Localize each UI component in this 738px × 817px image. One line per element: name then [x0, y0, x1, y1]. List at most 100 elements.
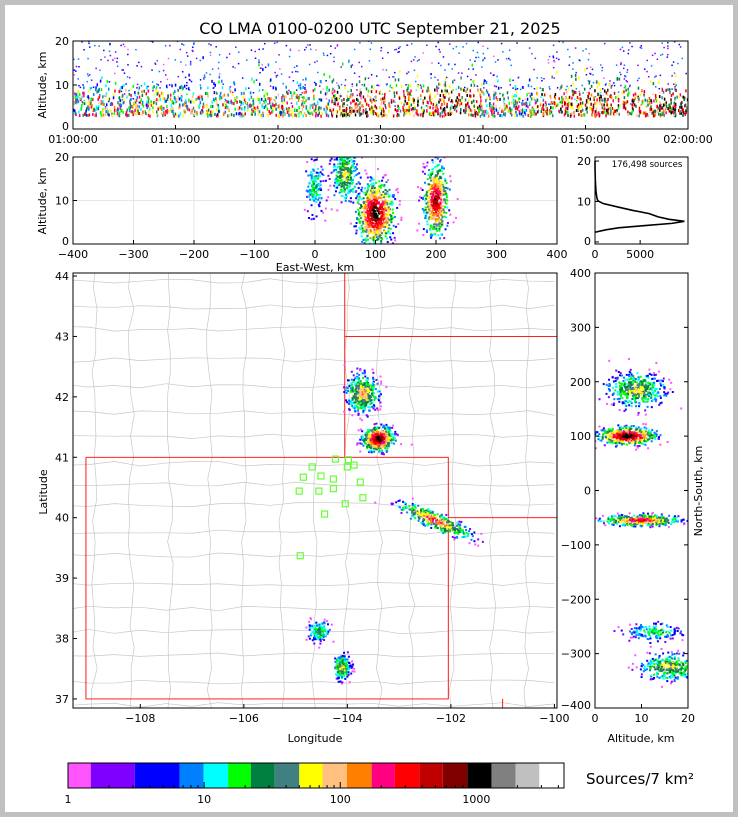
source-point [370, 236, 373, 239]
source-point [90, 100, 92, 104]
source-point [295, 89, 298, 91]
source-point [638, 77, 640, 80]
source-point [673, 41, 676, 43]
source-point [443, 215, 446, 218]
source-point [455, 105, 458, 109]
source-point [349, 383, 352, 386]
source-point [205, 105, 208, 109]
source-point [344, 167, 347, 170]
source-point [140, 107, 142, 111]
source-point [353, 225, 356, 228]
source-point [492, 110, 495, 114]
source-point [347, 189, 350, 192]
source-point [375, 199, 378, 202]
source-point [240, 104, 242, 106]
source-point [349, 402, 352, 405]
source-point [548, 103, 551, 106]
source-point [166, 111, 168, 115]
source-point [542, 105, 544, 109]
source-point [485, 81, 488, 85]
source-point [599, 88, 602, 92]
source-point [240, 112, 243, 116]
source-point [213, 91, 216, 95]
source-point [186, 84, 188, 87]
source-point [465, 90, 467, 94]
source-point [367, 89, 370, 93]
source-point [170, 107, 172, 111]
source-point [617, 99, 620, 103]
source-point [425, 230, 428, 233]
source-point [536, 86, 538, 90]
source-point [443, 191, 446, 194]
source-point [267, 114, 269, 118]
source-point [357, 402, 360, 405]
source-point [169, 93, 172, 97]
source-point [310, 204, 313, 207]
source-point [138, 61, 140, 64]
source-point [353, 48, 356, 51]
source-point [103, 49, 105, 52]
source-point [152, 105, 154, 109]
source-point [237, 106, 240, 110]
source-point [589, 72, 591, 75]
source-point [147, 104, 149, 108]
source-point [153, 100, 155, 104]
source-point [361, 403, 364, 406]
x-tick-label: 01:10:00 [151, 133, 200, 146]
source-point [135, 98, 138, 102]
source-point [330, 208, 333, 211]
source-point [315, 184, 318, 187]
source-point [285, 85, 287, 89]
source-point [587, 58, 590, 61]
source-point [317, 172, 320, 175]
source-point [311, 111, 313, 115]
source-point [240, 100, 243, 104]
source-point [442, 93, 445, 97]
source-point [347, 112, 350, 116]
source-point [423, 199, 426, 202]
source-point [330, 110, 333, 114]
eastwest-altitude-panel [72, 156, 558, 245]
source-point [246, 59, 248, 61]
source-point [433, 217, 436, 220]
source-point [364, 215, 367, 218]
source-point [316, 188, 319, 191]
source-point [443, 199, 446, 202]
source-point [569, 105, 572, 109]
source-point [300, 100, 303, 103]
source-point [341, 189, 344, 192]
source-point [311, 193, 314, 196]
source-point [416, 60, 419, 62]
source-point [577, 103, 580, 107]
source-point [378, 395, 381, 398]
source-point [659, 104, 661, 108]
source-point [343, 190, 346, 193]
source-point [680, 95, 682, 98]
source-point [354, 395, 357, 398]
source-point [265, 92, 267, 96]
source-point [568, 95, 571, 99]
source-point [251, 110, 253, 114]
source-point [572, 82, 575, 86]
source-point [291, 71, 294, 73]
source-point [439, 237, 442, 240]
source-point [394, 49, 396, 51]
source-point [336, 44, 339, 46]
source-point [359, 417, 362, 420]
source-point [87, 95, 89, 99]
source-point [367, 393, 370, 396]
source-point [134, 101, 137, 105]
source-point [207, 94, 209, 98]
source-point [168, 84, 171, 86]
source-point [362, 386, 365, 389]
source-point [196, 111, 198, 115]
source-point [615, 95, 617, 99]
source-point [349, 171, 352, 174]
source-point [360, 197, 363, 200]
source-point [503, 112, 505, 116]
source-point [326, 91, 329, 95]
source-point [476, 51, 479, 54]
source-point [376, 209, 379, 212]
source-point [383, 221, 386, 224]
source-point [443, 211, 446, 214]
